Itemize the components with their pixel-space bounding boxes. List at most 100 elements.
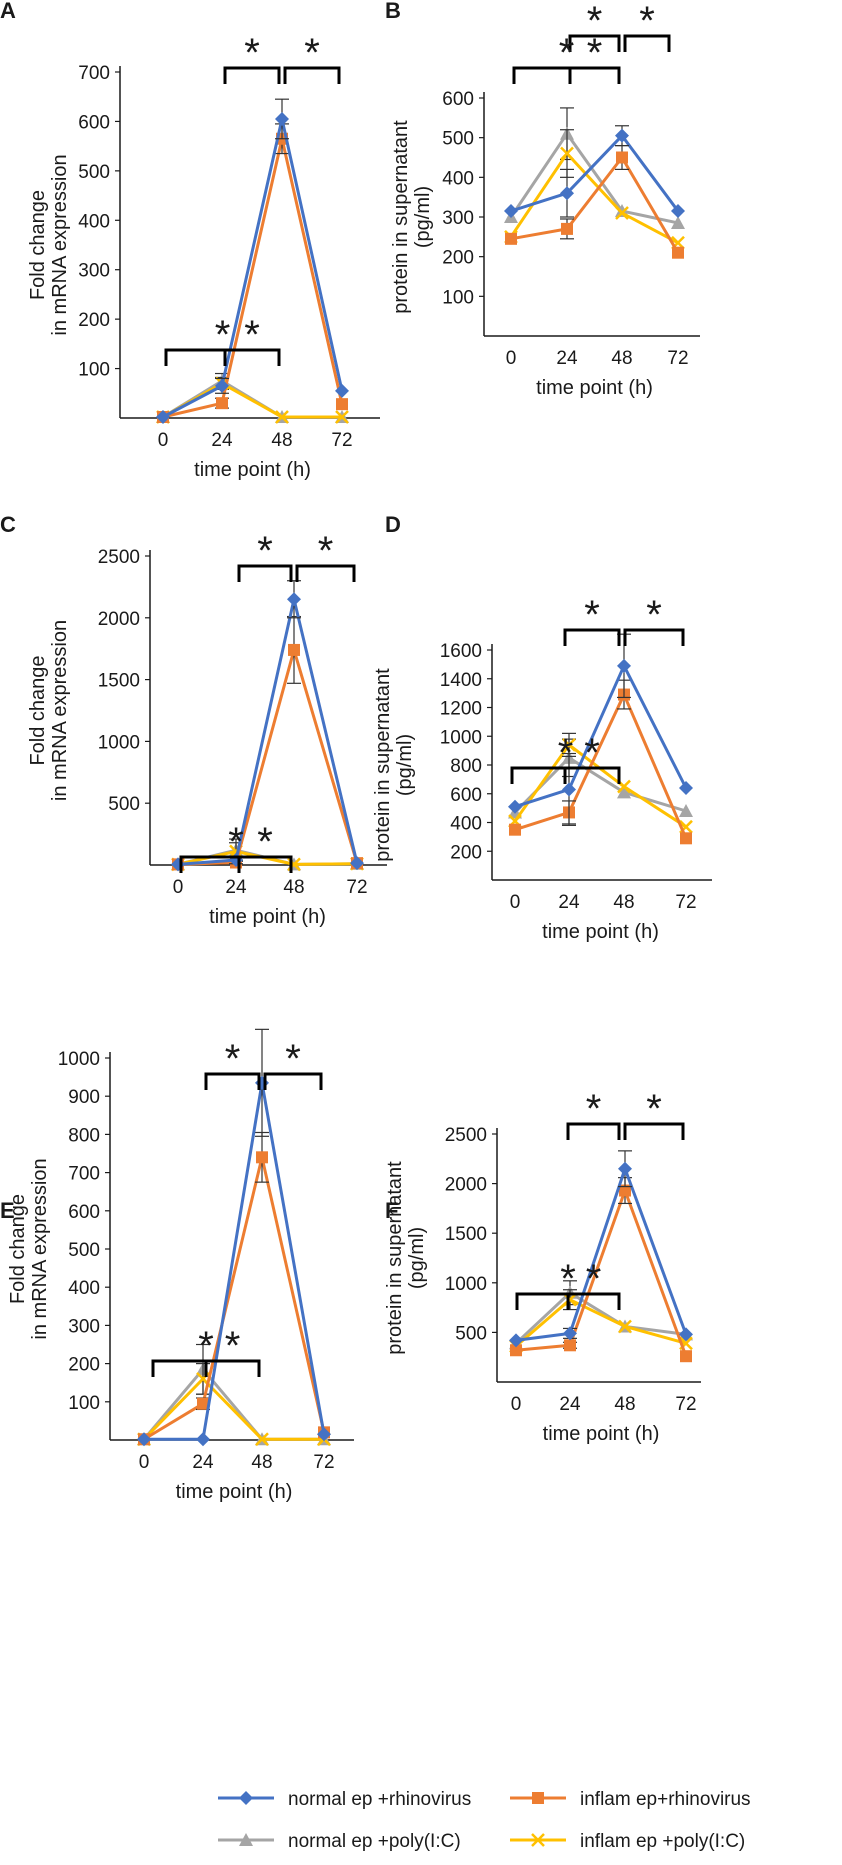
significance-bracket [566, 1122, 621, 1140]
panel-letter: B [385, 0, 401, 23]
y-axis-title: in mRNA expression [29, 1158, 51, 1339]
x-axis-title: time point (h) [543, 1423, 660, 1445]
marker-diamond [239, 1791, 253, 1805]
chart-panel-e: E 100 200 300 400 500 600 700 800 900 1000 0 24 48 72 t… [0, 1028, 354, 1503]
marker-square [672, 246, 684, 259]
y-tick-label: 800 [68, 1125, 100, 1146]
marker-triangle [239, 1833, 253, 1846]
significance-star: * [646, 593, 662, 637]
marker-x [615, 206, 629, 220]
y-tick-label: 600 [68, 1202, 100, 1223]
significance-star: * [584, 593, 600, 637]
series-normal-ep-poly-i-c- [508, 738, 693, 819]
x-tick-label: 48 [251, 1452, 272, 1473]
significance-star: * [559, 31, 575, 75]
significance-bracket [568, 34, 621, 52]
y-tick-label: 600 [450, 785, 482, 806]
y-tick-label: 1000 [58, 1049, 100, 1070]
series-line [513, 743, 687, 829]
significance-star: * [257, 529, 273, 573]
y-axis-title: in mRNA expression [49, 620, 71, 801]
marker-square [336, 398, 348, 411]
significance-star: * [318, 529, 334, 573]
panel-letter: C [0, 512, 16, 537]
series-line [515, 1167, 688, 1342]
y-tick-label: 1600 [440, 641, 482, 662]
y-tick-label: 600 [442, 89, 474, 110]
legend-label: normal ep +poly(I:C) [288, 1831, 461, 1852]
y-tick-label: 1500 [445, 1224, 487, 1245]
marker-diamond [508, 799, 522, 814]
series-normal-ep-rhinovirus [156, 98, 349, 425]
marker-diamond [215, 378, 229, 393]
legend-item: inflam ep+rhinovirus [510, 1789, 751, 1810]
x-tick-label: 48 [271, 430, 292, 451]
marker-diamond [509, 1333, 523, 1348]
marker-diamond [617, 658, 631, 673]
x-tick-label: 72 [313, 1452, 334, 1473]
significance-bracket [237, 855, 293, 873]
marker-square [510, 1344, 522, 1357]
y-tick-label: 1000 [98, 732, 140, 753]
y-tick-label: 1500 [98, 671, 140, 692]
marker-square [288, 643, 300, 656]
x-tick-label: 24 [556, 348, 578, 369]
marker-diamond [137, 1432, 151, 1447]
x-tick-label: 24 [211, 430, 233, 451]
x-tick-label: 24 [192, 1452, 214, 1473]
y-axis-title: in mRNA expression [49, 154, 71, 335]
series-line [143, 1155, 326, 1441]
series-line [162, 137, 344, 419]
legend-item: inflam ep +poly(I:C) [510, 1831, 745, 1852]
y-tick-label: 200 [442, 248, 474, 269]
series-line [515, 1298, 687, 1348]
marker-diamond [255, 1075, 269, 1090]
x-axis-title: time point (h) [209, 906, 326, 928]
series-inflam-ep-poly-i-c- [504, 129, 685, 250]
significance-star: * [244, 31, 260, 75]
marker-diamond [317, 1427, 331, 1442]
series-line [177, 597, 359, 866]
panel-letter: E [0, 1198, 15, 1223]
series-inflam-ep-rhinovirus [157, 123, 348, 424]
x-tick-label: 0 [173, 877, 184, 898]
y-tick-label: 500 [455, 1323, 487, 1344]
marker-diamond [563, 1326, 577, 1341]
marker-x [618, 1319, 632, 1334]
series-line [162, 117, 344, 419]
marker-square [561, 222, 573, 235]
x-tick-label: 24 [558, 892, 580, 913]
y-tick-label: 1200 [440, 699, 482, 720]
marker-x [617, 779, 631, 794]
marker-diamond [679, 781, 693, 795]
y-tick-label: 500 [68, 1240, 100, 1261]
marker-diamond [671, 204, 685, 219]
significance-star: * [304, 31, 320, 75]
significance-bracket [563, 766, 621, 784]
marker-triangle [671, 215, 685, 229]
significance-star: * [244, 313, 260, 357]
significance-star: * [646, 1087, 662, 1131]
series-inflam-ep-rhinovirus [138, 1131, 330, 1446]
significance-bracket [223, 348, 281, 366]
marker-square [680, 1350, 692, 1363]
marker-diamond [350, 856, 364, 871]
significance-star: * [560, 1257, 576, 1301]
series-normal-ep-poly-i-c- [504, 107, 685, 229]
significance-star: * [586, 1087, 602, 1131]
series-line [142, 1377, 324, 1441]
chart-panel-a: A 100 200 300 400 500 600 700 0 24 48 72 time point … [0, 0, 380, 481]
chart-panel-f: F 500 1000 1500 2000 2500 0 24 48 72 time point (h… [384, 1087, 701, 1445]
marker-square [197, 1397, 209, 1410]
y-tick-label: 2000 [445, 1175, 487, 1196]
marker-square [564, 1339, 576, 1352]
y-tick-label: 400 [450, 814, 482, 835]
y-tick-label: 800 [450, 756, 482, 777]
y-axis-title: Fold change [27, 190, 49, 300]
significance-star: * [225, 1037, 241, 1081]
panel-letter: A [0, 0, 16, 23]
series-line [509, 132, 679, 225]
y-tick-label: 1000 [445, 1274, 487, 1295]
y-axis-title: Fold change [7, 1194, 29, 1304]
